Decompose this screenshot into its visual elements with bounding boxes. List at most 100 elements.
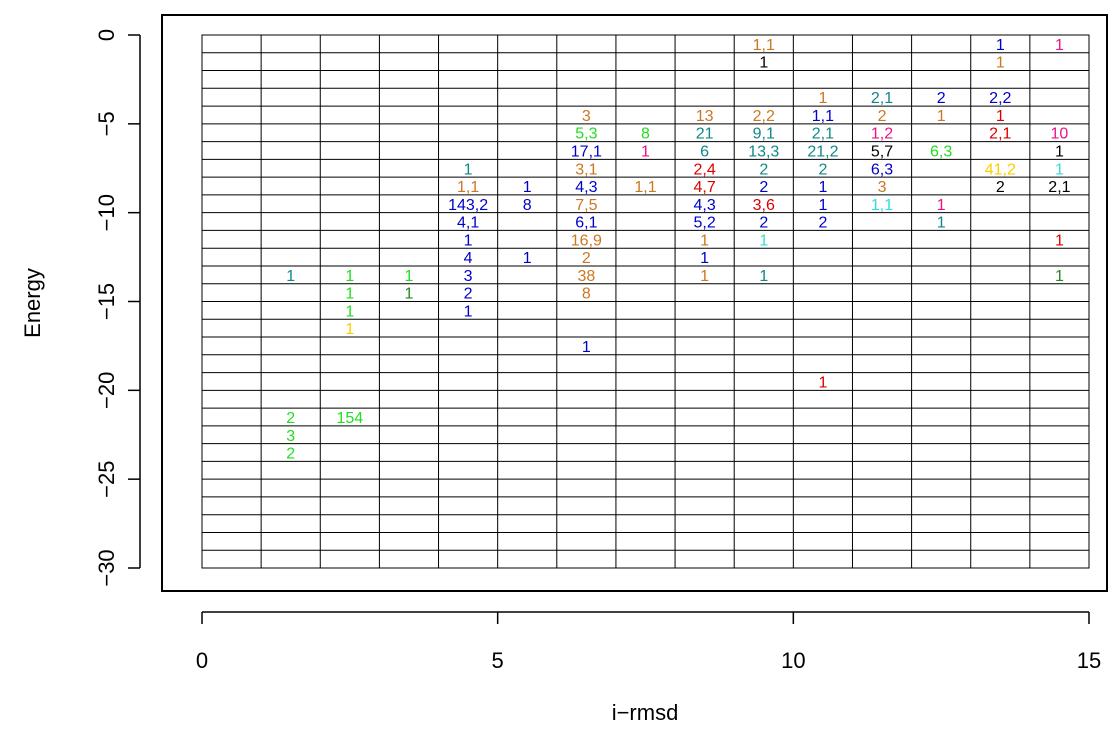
data-point-label: 6,3 (930, 143, 952, 160)
y-tick-label: 0 (94, 29, 119, 41)
data-point-label: 1 (345, 303, 354, 320)
y-tick-label: −20 (94, 372, 119, 409)
data-point-label: 2,1 (989, 126, 1011, 143)
data-point-label: 3 (582, 108, 591, 125)
data-point-label: 1 (523, 179, 532, 196)
data-point-label: 1 (818, 179, 827, 196)
data-point-label: 2 (759, 161, 768, 178)
data-point-label: 1 (405, 268, 414, 285)
data-point-label: 3 (464, 268, 473, 285)
x-tick-label: 5 (492, 648, 504, 673)
data-point-label: 2,1 (812, 126, 834, 143)
data-point-label: 3 (878, 179, 887, 196)
data-point-label: 4,1 (457, 215, 479, 232)
y-axis: 0 −5 −10 −15 −20 −25 −30 (94, 29, 141, 587)
data-point-label: 1 (345, 321, 354, 338)
y-tick-label: −25 (94, 461, 119, 498)
data-point-label: 1 (818, 90, 827, 107)
data-point-label: 1 (464, 161, 473, 178)
data-point-label: 2 (286, 446, 295, 463)
data-point-label: 9,1 (753, 126, 775, 143)
data-point-label: 21 (696, 126, 714, 143)
data-point-label: 1 (464, 303, 473, 320)
data-point-label: 2,1 (1048, 179, 1070, 196)
x-tick-label: 10 (781, 648, 805, 673)
data-point-label: 1 (996, 108, 1005, 125)
y-tick-label: −30 (94, 549, 119, 586)
data-point-label: 8 (582, 286, 591, 303)
data-point-label: 6,1 (575, 215, 597, 232)
data-point-label: 1 (1055, 37, 1064, 54)
data-point-label: 1,2 (871, 126, 893, 143)
data-point-label: 1 (405, 286, 414, 303)
x-tick-label: 15 (1077, 648, 1101, 673)
data-point-label: 143,2 (448, 197, 488, 214)
data-point-label: 4 (464, 250, 473, 267)
y-axis-label: Energy (20, 268, 45, 338)
data-point-label: 1 (759, 232, 768, 249)
data-point-label: 1,1 (457, 179, 479, 196)
x-tick-label: 0 (196, 648, 208, 673)
data-point-label: 1 (996, 37, 1005, 54)
data-point-label: 21,2 (807, 143, 838, 160)
data-point-label: 1 (759, 55, 768, 72)
data-point-label: 1 (1055, 232, 1064, 249)
data-point-label: 1 (700, 232, 709, 249)
y-tick-label: −10 (94, 194, 119, 231)
data-point-label: 8 (523, 197, 532, 214)
data-point-label: 2,2 (753, 108, 775, 125)
data-point-label: 1 (345, 286, 354, 303)
data-point-label: 2 (582, 250, 591, 267)
data-point-label: 2 (878, 108, 887, 125)
data-point-label: 3,6 (753, 197, 775, 214)
data-point-label: 1 (464, 232, 473, 249)
data-point-label: 2 (759, 179, 768, 196)
x-axis: 0 5 10 15 (196, 611, 1101, 673)
data-point-label: 38 (577, 268, 595, 285)
data-point-label: 2 (759, 215, 768, 232)
data-point-label: 6 (700, 143, 709, 160)
data-point-label: 2 (818, 161, 827, 178)
data-point-label: 1 (937, 108, 946, 125)
data-labels: 1 11111111,1143,24,11432118135,317,13,14,… (286, 37, 1070, 463)
y-tick-label: −15 (94, 283, 119, 320)
data-point-label: 1 (582, 339, 591, 356)
data-point-label: 1,1 (812, 108, 834, 125)
data-point-label: 1 (1055, 143, 1064, 160)
data-point-label: 1 (523, 250, 532, 267)
data-point-label: 1 (759, 268, 768, 285)
data-point-label: 2,4 (694, 161, 716, 178)
data-point-label: 4,7 (694, 179, 716, 196)
data-point-label: 5,7 (871, 143, 893, 160)
data-point-label: 1 (937, 197, 946, 214)
data-point-label: 1 (818, 197, 827, 214)
data-point-label: 4,3 (694, 197, 716, 214)
data-point-label: 2 (464, 286, 473, 303)
data-point-label: 5,3 (575, 126, 597, 143)
data-point-label: 2,1 (871, 90, 893, 107)
data-point-label: 1 (345, 268, 354, 285)
data-point-label: 1 (700, 250, 709, 267)
data-point-label: 8 (641, 126, 650, 143)
data-point-label: 2 (937, 90, 946, 107)
data-point-label: 2,2 (989, 90, 1011, 107)
data-point-label: 41,2 (985, 161, 1016, 178)
data-point-label: 7,5 (575, 197, 597, 214)
data-point-label: 1 (700, 268, 709, 285)
grid (201, 34, 1090, 569)
plot-frame (161, 14, 1108, 592)
data-point-label: 3 (286, 428, 295, 445)
data-point-label: 2 (818, 215, 827, 232)
data-point-label: 1 (937, 215, 946, 232)
y-tick-label: −5 (94, 111, 119, 136)
data-point-label: 10 (1051, 126, 1069, 143)
data-point-label: 16,9 (571, 232, 602, 249)
x-axis-label: i−rmsd (612, 700, 679, 725)
data-point-label: 154 (336, 410, 363, 427)
data-point-label: 17,1 (571, 143, 602, 160)
data-point-label: 13 (696, 108, 714, 125)
data-point-label: 1 (1055, 161, 1064, 178)
data-point-label: 13,3 (748, 143, 779, 160)
data-point-label: 2 (286, 410, 295, 427)
